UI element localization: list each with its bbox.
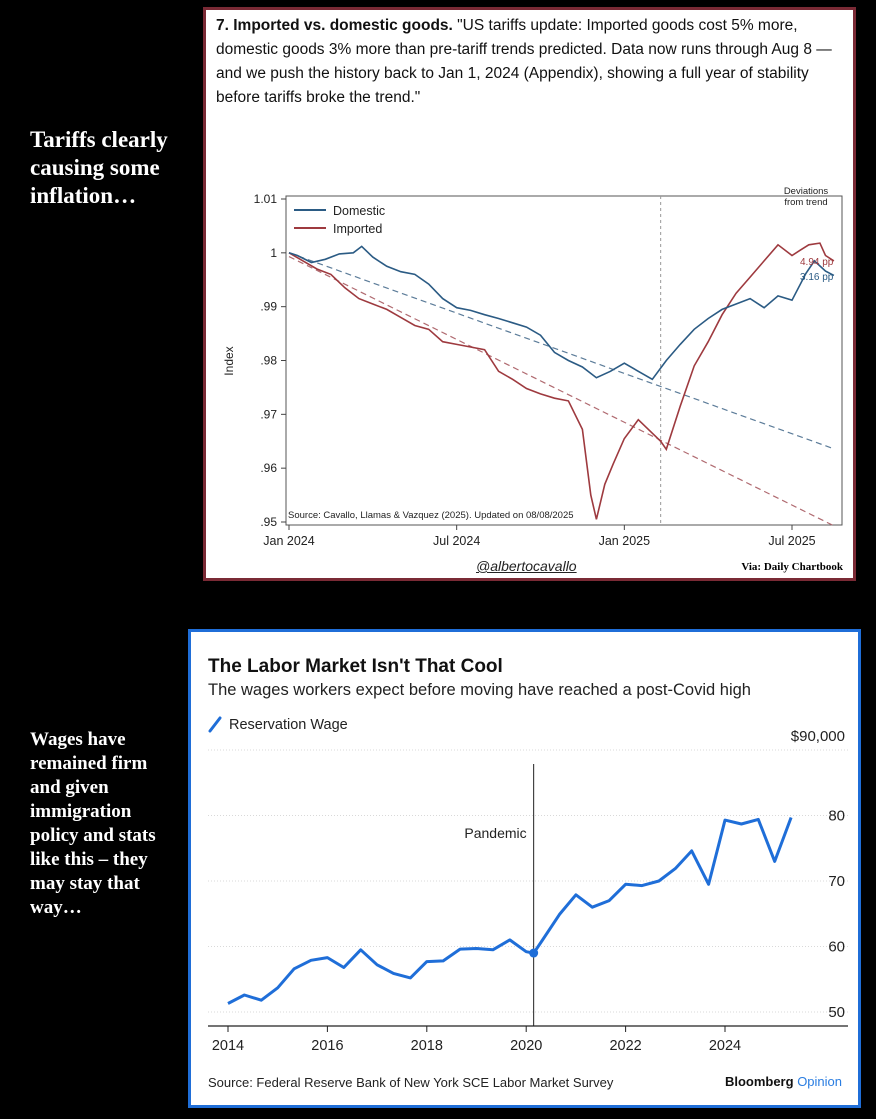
pandemic-point (529, 948, 539, 958)
series-line (288, 245, 835, 381)
brand-suffix: Opinion (797, 1074, 842, 1089)
y-tick-label: 1.01 (254, 192, 278, 206)
legend-label: Domestic (333, 204, 385, 218)
y-tick-label: 80 (828, 808, 845, 825)
trend-line (288, 256, 835, 527)
x-tick-label: 2014 (212, 1038, 244, 1054)
chart-source: Source: Federal Reserve Bank of New York… (208, 1075, 614, 1090)
annotation-line-1: Deviations (784, 186, 829, 197)
y-tick-label: .95 (260, 515, 277, 529)
tariff-chart-svg: 1.01 1 .99 .98 .97 .96 .95 Jan 2024 Jul 2024 Jan … (222, 186, 843, 548)
brand-name: Bloomberg (724, 1074, 794, 1089)
caption-wages: Wages have remained firm and given immig… (30, 729, 156, 918)
plot-frame (285, 195, 843, 526)
y-tick-label: 70 (828, 873, 845, 890)
y-tick-label: $90,000 (791, 728, 845, 745)
x-tick-label: 2020 (510, 1038, 542, 1054)
y-tick-label: 60 (828, 939, 845, 956)
reservation-wage-line (227, 816, 793, 1005)
caption-tariffs: Tariffs clearly causing some inflation… (30, 127, 168, 208)
series-line (288, 242, 835, 520)
x-tick-label: Jul 2024 (433, 534, 480, 548)
y-axis-label: Index (222, 346, 236, 375)
chart-subtitle: "US tariffs update: Imported goods cost … (216, 17, 832, 106)
tariff-chart-panel: 1.01 1 .99 .98 .97 .96 .95 Jan 2024 Jul 2024 Jan … (203, 7, 856, 581)
wage-chart-svg: Reservation Wage $90,000 80 70 60 50 2014 2016 2… (208, 716, 848, 1054)
brand-logo: Bloomberg Opinion (725, 1074, 842, 1089)
chart-title: The Labor Market Isn't That Cool (208, 656, 503, 677)
x-tick-label: Jul 2025 (768, 534, 815, 548)
x-tick-label: Jan 2024 (263, 534, 314, 548)
annotation-line-2: from trend (784, 197, 827, 208)
wage-chart-panel: Reservation Wage $90,000 80 70 60 50 2014 2016 2… (188, 629, 861, 1108)
chart-heading: 7. Imported vs. domestic goods. "US tari… (216, 14, 846, 110)
end-label-domestic: 3.16 pp (800, 272, 834, 283)
x-tick-label: 2022 (609, 1038, 641, 1054)
chart-source: Source: Cavallo, Llamas & Vazquez (2025)… (288, 510, 574, 521)
x-tick-label: 2024 (709, 1038, 741, 1054)
x-tick-label: Jan 2025 (599, 534, 650, 548)
y-tick-label: .96 (260, 461, 277, 475)
chart-title: 7. Imported vs. domestic goods. (216, 17, 453, 34)
y-tick-label: .99 (260, 300, 277, 314)
y-tick-label: .97 (260, 407, 277, 421)
trend-line (288, 252, 835, 450)
legend-swatch (208, 716, 222, 733)
y-tick-label: .98 (260, 354, 277, 368)
legend-label: Imported (333, 222, 382, 236)
pandemic-label: Pandemic (464, 825, 526, 841)
via-credit: Via: Daily Chartbook (741, 561, 843, 573)
chart-subtitle: The wages workers expect before moving h… (208, 681, 751, 699)
x-tick-label: 2016 (311, 1038, 343, 1054)
y-tick-label: 1 (270, 246, 277, 260)
y-tick-label: 50 (828, 1004, 845, 1021)
end-label-imported: 4.94 pp (800, 257, 834, 268)
legend-label: Reservation Wage (229, 717, 348, 733)
author-handle[interactable]: @albertocavallo (476, 558, 577, 574)
x-tick-label: 2018 (411, 1038, 443, 1054)
